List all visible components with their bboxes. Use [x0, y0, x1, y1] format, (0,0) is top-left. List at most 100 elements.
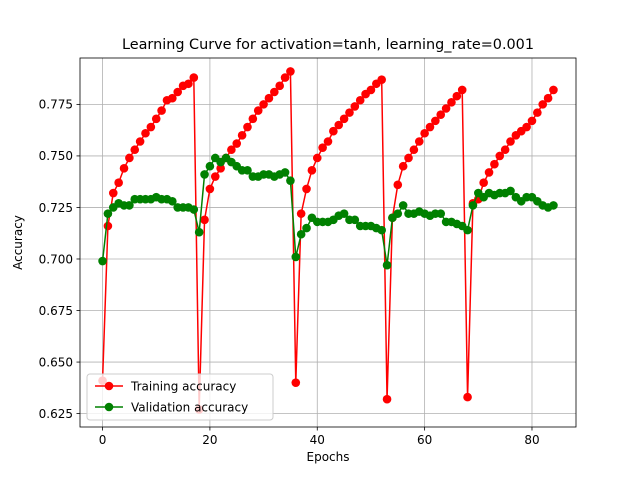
data-point [216, 163, 225, 173]
data-point [302, 223, 311, 233]
data-point [184, 79, 193, 89]
data-point [436, 110, 446, 119]
data-point [205, 184, 215, 194]
y-axis-label: Accuracy [11, 215, 25, 270]
y-tick-label: 0.625 [39, 407, 73, 421]
legend-entry: Validation accuracy [95, 400, 248, 414]
data-point [253, 106, 263, 115]
y-tick-label: 0.700 [39, 252, 73, 266]
data-point [377, 75, 386, 84]
data-point [205, 161, 215, 171]
data-point [334, 120, 344, 130]
data-point [350, 215, 360, 225]
data-point [490, 159, 499, 169]
legend-label: Training accuracy [130, 379, 236, 393]
data-point [377, 225, 386, 235]
y-tick-label: 0.725 [39, 201, 73, 215]
series-training [98, 67, 558, 414]
data-point [200, 215, 209, 225]
data-point [484, 168, 494, 177]
data-point [425, 122, 435, 132]
legend-label: Validation accuracy [131, 400, 248, 414]
data-point [168, 196, 177, 206]
data-point [393, 209, 403, 218]
x-tick-label: 0 [99, 433, 107, 447]
data-point [280, 168, 290, 177]
data-point [286, 67, 295, 76]
data-point [468, 201, 478, 210]
legend: Training accuracy Validation accuracy [86, 373, 274, 421]
data-point [286, 176, 295, 185]
data-point [194, 227, 204, 237]
data-point [307, 166, 317, 175]
data-point [318, 143, 327, 152]
x-tick-label: 40 [310, 433, 325, 447]
data-point [232, 139, 242, 148]
data-point [210, 172, 220, 181]
data-point [259, 100, 268, 109]
data-point [382, 260, 392, 270]
data-point [495, 151, 505, 161]
data-point [119, 163, 129, 173]
data-point [441, 104, 451, 113]
plot-frame [79, 57, 577, 428]
data-point [108, 188, 118, 198]
data-point [533, 108, 542, 117]
legend-marker [104, 381, 114, 391]
data-point [173, 87, 182, 97]
chart-title: Learning Curve for activation=tanh, lear… [122, 37, 534, 53]
data-point [243, 122, 252, 132]
grid [80, 58, 576, 427]
data-point [103, 221, 113, 231]
data-point [398, 161, 408, 171]
data-point [280, 73, 290, 82]
data-point [227, 145, 236, 155]
data-point [125, 201, 134, 210]
data-point [431, 116, 440, 126]
y-tick-label: 0.750 [39, 149, 73, 163]
data-point [114, 178, 123, 188]
x-tick-label: 80 [524, 433, 539, 447]
data-point [189, 73, 199, 82]
data-point [135, 137, 145, 146]
data-point [270, 87, 279, 97]
data-point [447, 98, 456, 107]
data-point [291, 378, 301, 387]
data-point [243, 166, 252, 175]
data-point [125, 153, 134, 163]
data-point [146, 122, 156, 132]
data-point [404, 153, 413, 163]
data-point [312, 153, 322, 163]
data-point [549, 201, 558, 210]
data-point [538, 100, 548, 109]
data-point [522, 122, 531, 132]
data-point [157, 106, 166, 115]
x-ticks: 0 20 40 60 80 [99, 427, 540, 447]
data-point [420, 128, 429, 138]
data-point [549, 85, 558, 95]
data-point [506, 137, 515, 146]
data-point [452, 91, 462, 101]
x-tick-label: 20 [202, 433, 217, 447]
data-point [141, 128, 150, 138]
data-point [366, 85, 376, 95]
data-point [302, 184, 311, 194]
data-point [409, 145, 419, 155]
data-point [248, 114, 258, 124]
data-point [398, 201, 408, 210]
data-point [393, 180, 403, 190]
data-point [200, 170, 209, 179]
data-point [350, 102, 360, 111]
data-point [168, 93, 177, 103]
data-point [275, 81, 284, 91]
data-point [457, 85, 467, 95]
data-point [414, 137, 424, 146]
series-layer [98, 67, 558, 414]
data-point [296, 209, 306, 218]
data-point [296, 229, 306, 239]
data-point [103, 209, 113, 218]
data-point [189, 205, 199, 214]
data-point [463, 225, 472, 235]
data-point [339, 114, 349, 124]
